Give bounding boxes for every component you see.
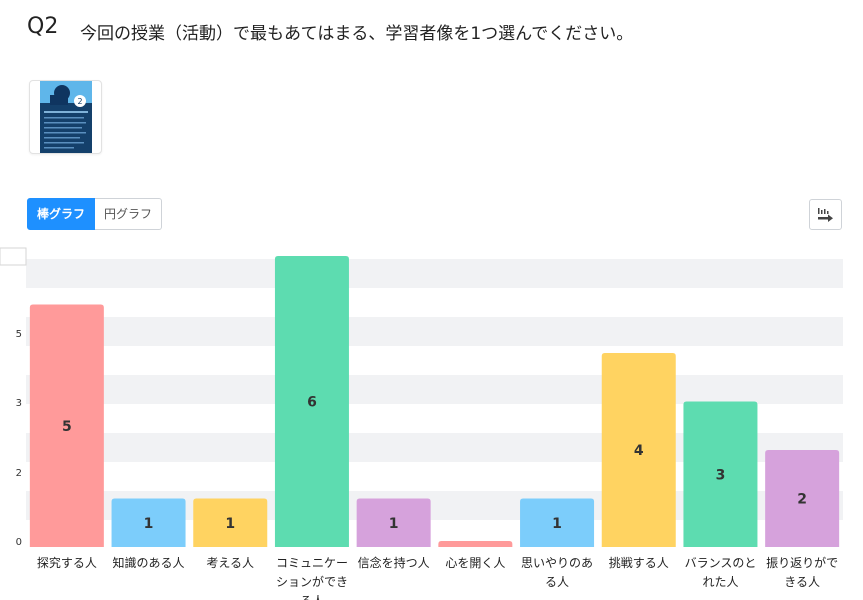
y-tick-label: 5: [16, 329, 22, 340]
bar: [111, 498, 186, 547]
x-tick-label: ションができ: [276, 574, 348, 589]
bar: [601, 353, 676, 547]
export-icon: [817, 207, 833, 222]
bar-value-label: 2: [797, 492, 807, 508]
y-tick-label: 3: [16, 398, 22, 409]
question-number: Q2: [27, 14, 59, 39]
bar: [520, 498, 595, 547]
x-tick-label: る人: [545, 575, 569, 589]
bar-chart: 023565探究する人1知識のある人1考える人6コミュニケーションができる人1信…: [0, 247, 843, 600]
x-tick-label: コミュニケー: [276, 556, 348, 570]
y-tick-label: 2: [16, 468, 22, 479]
bar: [765, 450, 840, 547]
x-tick-label: る人: [300, 594, 324, 600]
x-tick-label: きる人: [784, 575, 820, 589]
export-button[interactable]: [809, 199, 842, 230]
pie-chart-tab[interactable]: 円グラフ: [95, 198, 163, 230]
x-tick-label: 挑戦する人: [609, 556, 669, 570]
x-tick-label: 信念を持つ人: [358, 555, 430, 570]
x-tick-label: 心を開く人: [445, 556, 505, 570]
bar-chart-tab[interactable]: 棒グラフ: [27, 198, 96, 230]
bar-value-label: 1: [144, 516, 154, 532]
x-tick-label: 考える人: [206, 556, 254, 570]
bar: [274, 256, 349, 547]
bar: [683, 401, 758, 547]
y-axis-top-box: [0, 247, 27, 266]
x-tick-label: 振り返りがで: [766, 555, 838, 570]
y-tick-label: 0: [16, 537, 22, 548]
bar-value-label: 5: [62, 419, 72, 435]
bar: [29, 304, 104, 547]
bar: [193, 498, 268, 547]
x-tick-label: 探究する人: [37, 555, 97, 570]
bar: [356, 498, 431, 547]
bar-value-label: 4: [634, 443, 644, 459]
worksheet-thumbnail[interactable]: 2: [29, 80, 102, 154]
grid-band: [26, 317, 843, 346]
bar-value-label: 6: [307, 395, 317, 411]
bar-value-label: 1: [552, 516, 562, 532]
bar-value-label: 1: [389, 516, 399, 532]
x-tick-label: バランスのと: [685, 556, 757, 570]
x-tick-label: 思いやりのあ: [521, 556, 593, 570]
grid-band: [26, 259, 843, 288]
question-text: 今回の授業（活動）で最もあてはまる、学習者像を1つ選んでください。: [80, 24, 634, 44]
chart-type-toggle: 棒グラフ 円グラフ: [27, 198, 163, 230]
bar: [438, 541, 513, 547]
x-tick-label: れた人: [702, 575, 738, 589]
bar-value-label: 1: [225, 516, 235, 532]
x-tick-label: 知識のある人: [113, 556, 185, 570]
worksheet-thumbnail-icon: 2: [39, 81, 92, 153]
grid-band: [26, 375, 843, 404]
svg-text:2: 2: [77, 97, 82, 106]
bar-value-label: 3: [716, 467, 726, 483]
